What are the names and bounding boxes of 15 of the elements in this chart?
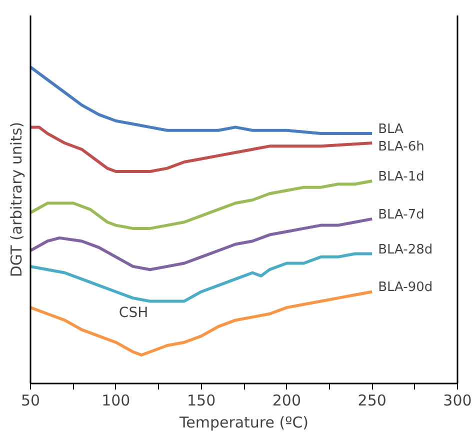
- x-tick-label: 150: [186, 392, 216, 410]
- y-axis-title: DGT (arbitrary units): [8, 122, 26, 278]
- x-tick-label: 100: [102, 392, 130, 410]
- x-tick-label: 200: [272, 392, 302, 410]
- series-label: BLA-28d: [378, 242, 433, 258]
- series-label: BLA: [378, 122, 404, 138]
- series-label: BLA-1d: [378, 169, 424, 184]
- x-tick-label: 250: [358, 392, 386, 410]
- x-tick-label: 50: [20, 392, 40, 410]
- x-tick-label: 300: [443, 392, 472, 410]
- series-label: BLA-90d: [378, 280, 433, 296]
- annotation: CSH: [118, 305, 148, 322]
- x-axis-title: Temperature (ºC): [178, 414, 309, 432]
- series-label: BLA-7d: [378, 207, 424, 222]
- series-label: BLA-6h: [378, 139, 424, 154]
